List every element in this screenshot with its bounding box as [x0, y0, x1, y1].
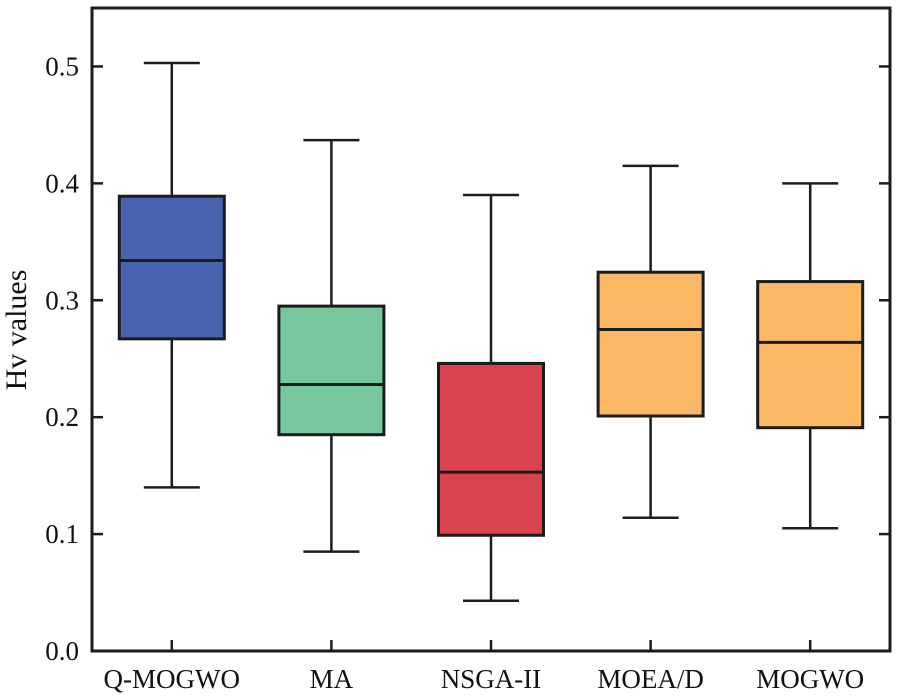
y-tick-label: 0.4 [45, 168, 79, 198]
x-category-label-nsga-ii: NSGA-II [441, 664, 542, 694]
box-ma [277, 304, 386, 437]
x-category-label-q-mogwo: Q-MOGWO [104, 664, 240, 694]
plot-frame [90, 6, 892, 653]
box-q-mogwo [117, 194, 226, 341]
y-tick-label: 0.2 [45, 402, 79, 432]
y-tick-label: 0.1 [45, 519, 79, 549]
x-category-label-moea-d: MOEA/D [597, 664, 704, 694]
box-moea-d [596, 270, 705, 418]
y-tick-label: 0.0 [45, 636, 79, 666]
box-mogwo [756, 280, 865, 430]
plot-layer: 0.0 0.1 0.2 0.3 0.4 0.5 Q-MOGWO MA NSGA-II MOEA/D… [45, 6, 892, 694]
y-axis-label: Hv values [0, 270, 33, 391]
box-nsga-ii [437, 361, 545, 537]
x-category-label-mogwo: MOGWO [756, 664, 864, 694]
y-tick-label: 0.5 [45, 51, 79, 81]
y-tick-label: 0.3 [45, 285, 79, 315]
x-category-label-ma: MA [310, 664, 354, 694]
